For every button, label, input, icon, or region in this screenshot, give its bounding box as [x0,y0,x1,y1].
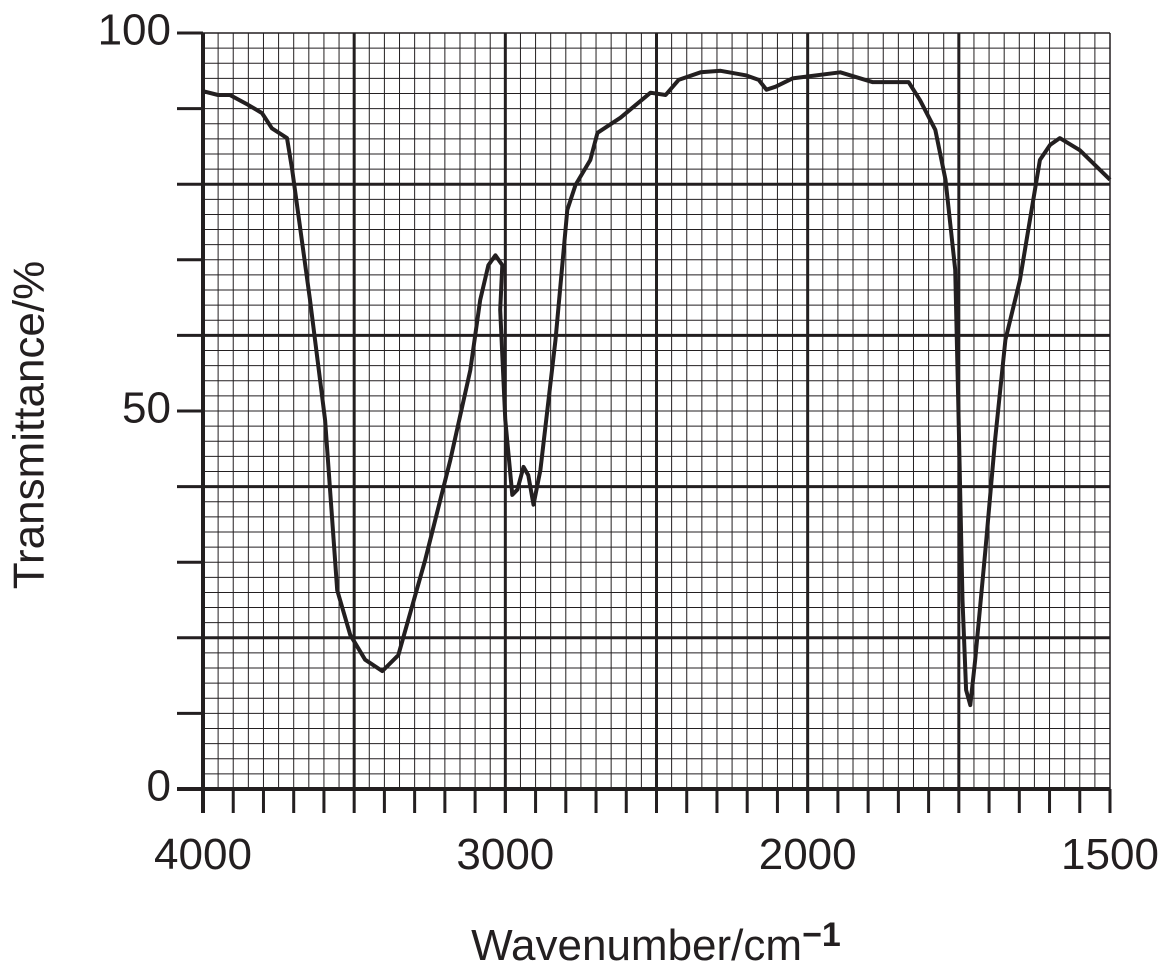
x-axis-label-sup: −1 [802,916,841,954]
x-axis-label: Wavenumber/cm−1 [471,916,841,970]
y-tick-label: 0 [147,762,171,811]
x-tick-label: 2000 [759,830,857,879]
x-tick-label: 1500 [1061,830,1159,879]
y-axis-label: Transmittance/% [5,261,54,589]
x-axis-label-text: Wavenumber/cm [471,921,802,970]
y-tick-label: 50 [122,384,171,433]
y-tick-label: 100 [98,6,171,55]
x-tick-label: 3000 [456,830,554,879]
x-tick-label: 4000 [154,830,252,879]
spectrum-line [202,68,1112,708]
